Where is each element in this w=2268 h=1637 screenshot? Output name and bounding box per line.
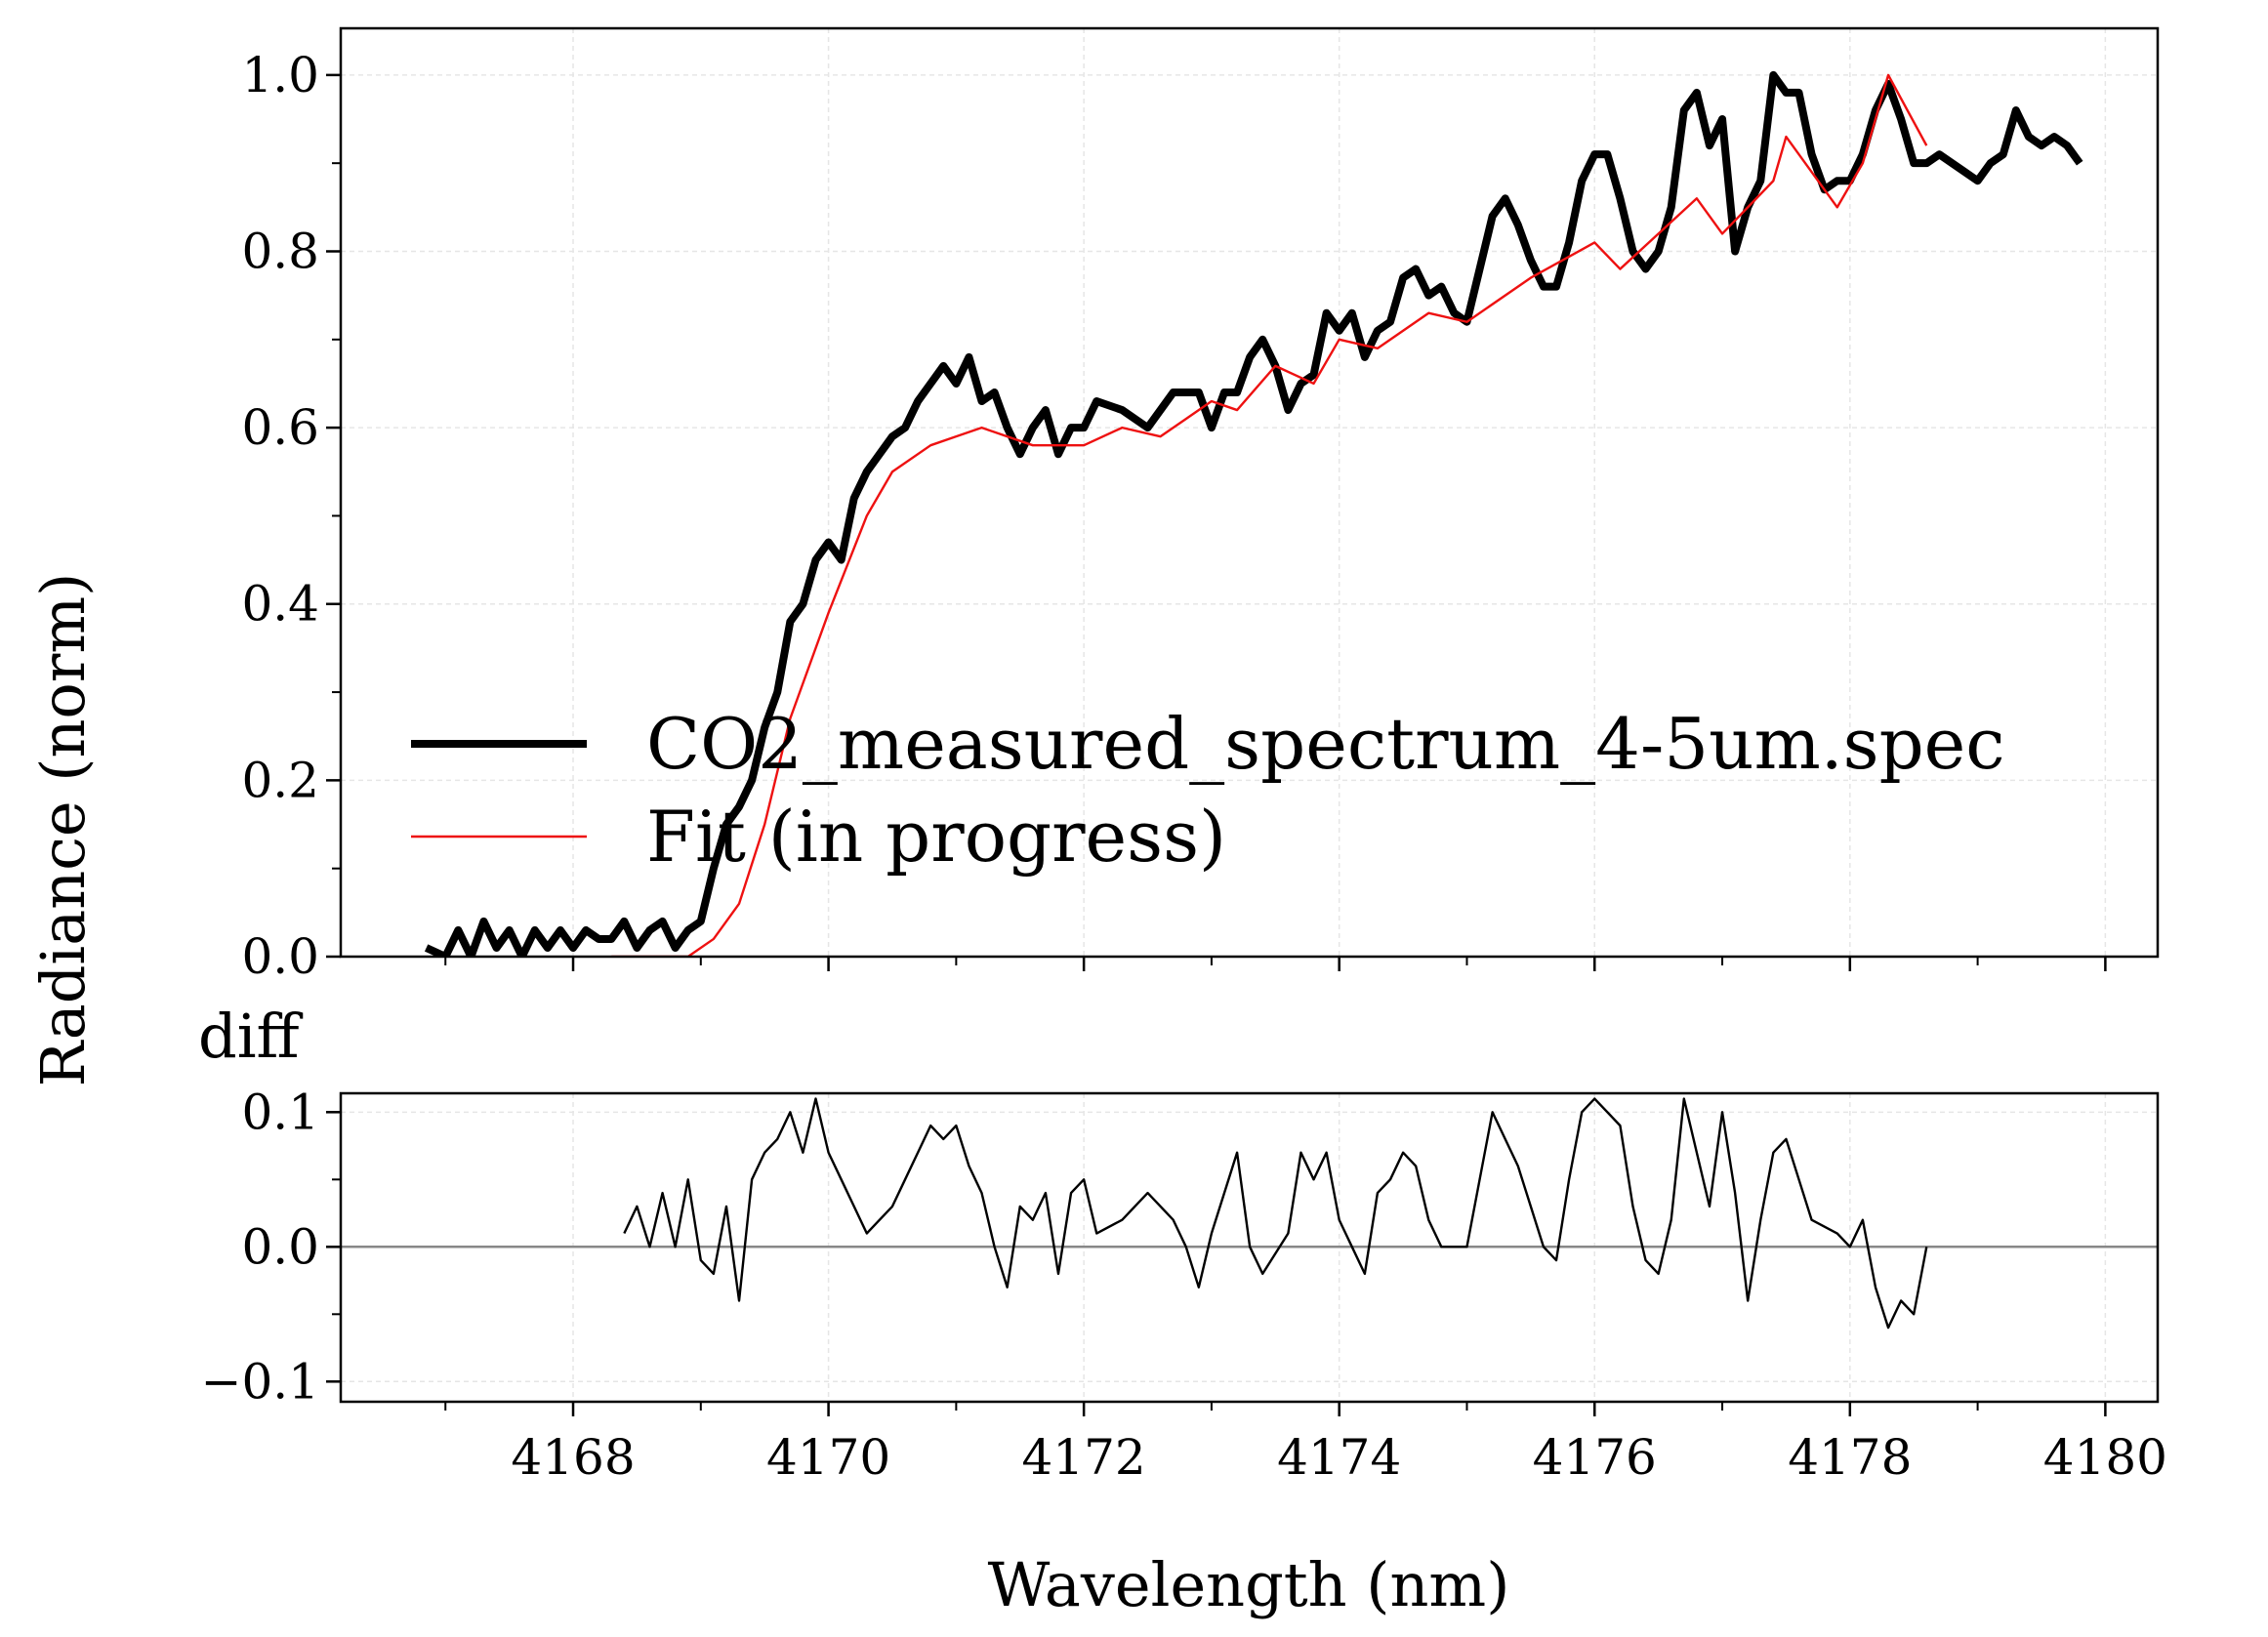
x-tick-label: 4172 xyxy=(1022,1429,1146,1486)
x-tick-label: 4178 xyxy=(1788,1429,1912,1486)
data-line xyxy=(611,73,1928,957)
x-tick-label: 4168 xyxy=(511,1429,635,1486)
y-tick-label: −0.1 xyxy=(201,1353,319,1410)
data-line xyxy=(424,70,2083,957)
axes-frame xyxy=(339,1091,2160,1404)
axes-frame xyxy=(339,26,2160,959)
y-tick-label: 0.4 xyxy=(241,576,319,633)
y-axis-label: Radiance (norm) xyxy=(27,573,99,1087)
x-tick-label: 4170 xyxy=(766,1429,890,1486)
data-line xyxy=(623,1097,1928,1330)
y-tick-label: 0.0 xyxy=(241,1218,319,1275)
panel-title: diff xyxy=(198,1001,304,1072)
legend-label: Fit (in progress) xyxy=(646,796,1226,878)
y-tick-label: 1.0 xyxy=(241,47,319,103)
x-tick-label: 4176 xyxy=(1533,1429,1657,1486)
x-tick-label: 4180 xyxy=(2043,1429,2167,1486)
x-tick-label: 4174 xyxy=(1277,1429,1401,1486)
y-tick-label: 0.8 xyxy=(241,223,319,279)
y-tick-label: 0.6 xyxy=(241,399,319,456)
legend-label: CO2_measured_spectrum_4-5um.spec xyxy=(646,703,2005,785)
x-axis-label: Wavelength (nm) xyxy=(988,1549,1510,1620)
y-tick-label: 0.0 xyxy=(241,928,319,985)
y-tick-label: 0.1 xyxy=(241,1084,319,1140)
y-tick-label: 0.2 xyxy=(241,752,319,808)
